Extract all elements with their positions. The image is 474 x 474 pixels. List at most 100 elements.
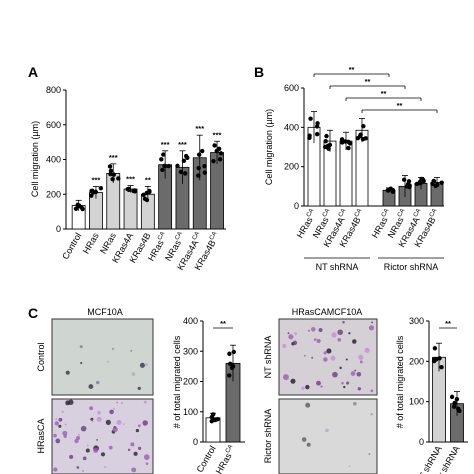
stained-cell (143, 454, 150, 460)
stained-cell (307, 329, 311, 332)
stained-cell (80, 361, 83, 365)
stained-cell (82, 456, 87, 461)
panel-c-left-data-point (215, 417, 220, 422)
panel-a-data-point (196, 173, 201, 178)
stained-cell (370, 389, 374, 393)
panel-a-significance: *** (213, 130, 222, 139)
stained-cell (79, 345, 83, 349)
stained-cell (82, 470, 84, 472)
panel-c-right-ytick-label: 200 (409, 356, 424, 366)
row-label-rictor-shrna: Rictor shRNA (263, 409, 273, 464)
panel-b-data-point (314, 124, 320, 129)
micrograph-rictor-shrna (278, 398, 378, 474)
stained-cell (130, 349, 133, 352)
panel-c-right-data-point (449, 394, 455, 400)
panel-b-ytick-label: 400 (284, 122, 299, 132)
stained-cell (96, 416, 102, 422)
stained-cell (96, 439, 98, 441)
panel-b-data-point (324, 133, 329, 139)
stained-cell (58, 417, 63, 422)
stained-cell (74, 438, 79, 444)
panel-a-data-point (159, 157, 164, 162)
stained-cell (332, 371, 338, 378)
stained-cell (131, 467, 137, 473)
panel-a-data-point (196, 152, 202, 157)
panel-c-left-ytick-label: 300 (183, 346, 198, 356)
panel-label-b: B (254, 64, 264, 80)
panel-a-data-point (98, 186, 104, 191)
stained-cell (323, 357, 328, 362)
panel-a-y-label: Cell migration (µm) (30, 121, 40, 197)
stained-cell (104, 466, 107, 469)
panel-a-data-point (132, 188, 137, 193)
stained-cell (116, 419, 122, 425)
stained-cell (105, 419, 111, 425)
stained-cell (108, 445, 113, 450)
panel-a-x-label: HRas (81, 231, 101, 256)
panel-c-right-data-point (454, 396, 460, 402)
micrograph-hrasca (51, 398, 154, 474)
panel-a-data-point (216, 146, 222, 152)
stained-cell (139, 362, 145, 368)
stained-cell (350, 371, 356, 376)
panel-a-data-point (93, 189, 99, 195)
panel-a-significance: *** (195, 124, 204, 133)
stained-cell (58, 424, 62, 428)
panel-b-data-point (314, 131, 320, 137)
stained-cell (53, 467, 58, 472)
panel-a-data-point (108, 168, 114, 173)
stained-cell (301, 437, 307, 442)
stained-cell (287, 332, 290, 335)
stained-cell (90, 417, 94, 421)
panel-b-data-point (405, 181, 411, 187)
panel-c-right-data-point (431, 357, 437, 362)
panel-b-data-point (308, 116, 313, 121)
stained-cell (97, 410, 101, 415)
stained-cell (111, 347, 114, 350)
panel-c-left-data-point (230, 363, 236, 369)
stained-cell (316, 338, 321, 344)
stained-cell (337, 329, 344, 336)
panel-b-y-label: Cell migration (µm) (264, 109, 274, 185)
stained-cell (135, 428, 140, 433)
stained-cell (89, 406, 94, 411)
stained-cell (144, 363, 148, 367)
stained-cell (310, 327, 316, 332)
panel-b-bar (339, 140, 353, 207)
stained-cell (368, 325, 375, 331)
panel-b-data-point (418, 181, 423, 186)
stained-cell (368, 453, 371, 456)
stained-cell (130, 442, 135, 447)
panel-a-data-point (181, 158, 187, 163)
stained-cell (138, 424, 141, 428)
stained-cell (305, 402, 311, 408)
stained-cell (346, 381, 350, 385)
panel-a-data-point (116, 176, 121, 181)
panel-c-left-data-point (227, 373, 232, 378)
stained-cell (86, 444, 89, 447)
stained-cell (78, 433, 81, 436)
stained-cell (69, 454, 74, 459)
panel-a-data-point (141, 192, 146, 198)
panel-c-left-ytick-label: 200 (183, 377, 198, 387)
stained-cell (61, 410, 64, 414)
stained-cell (116, 401, 119, 404)
panel-a-data-point (108, 172, 113, 177)
panel-a-significance: ** (145, 175, 151, 184)
panel-a-data-point (175, 163, 180, 169)
stained-cell (348, 465, 351, 468)
panel-a-data-point (79, 205, 84, 210)
panel-c-right-y-label: # of total migrated cells (395, 335, 405, 428)
panel-c-images-left: MCF10A Control HRasCA (36, 307, 154, 474)
panel-b-data-point (323, 144, 328, 150)
panel-c-left-x-label: HRasCA (214, 444, 238, 474)
stained-cell (55, 438, 61, 444)
stained-cell (95, 380, 100, 385)
stained-cell (138, 446, 142, 450)
stained-cell (318, 327, 323, 333)
stained-cell (358, 354, 364, 360)
stained-cell (122, 423, 125, 425)
panel-a-significance: *** (109, 153, 118, 162)
panel-c-right-ytick-label: 100 (409, 397, 424, 407)
